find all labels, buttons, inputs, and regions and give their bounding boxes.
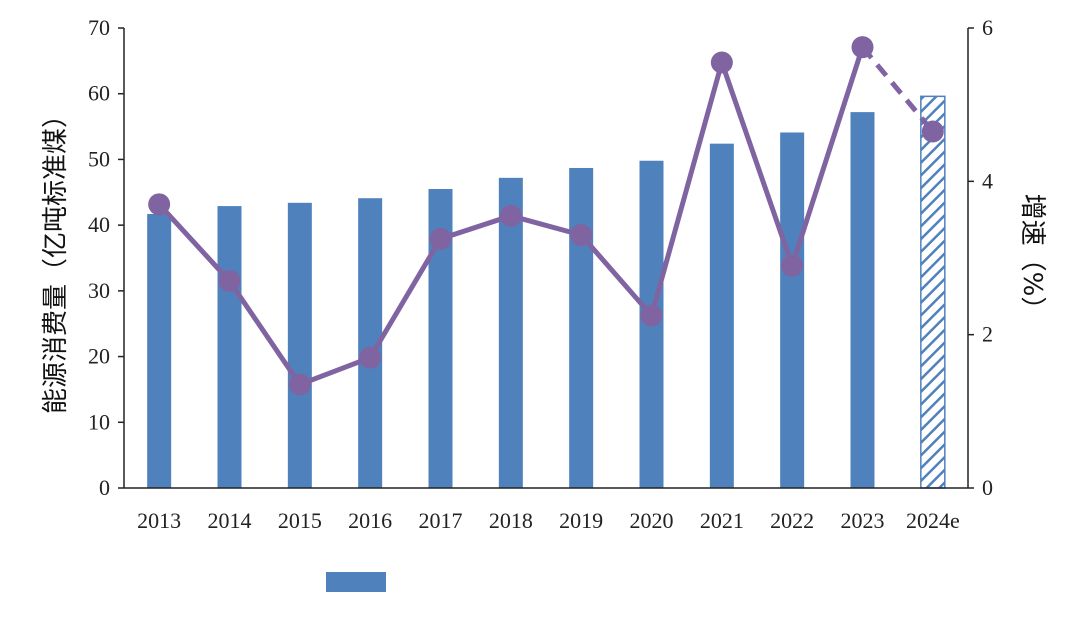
growth-line-series — [148, 36, 944, 396]
x-tick-label: 2017 — [419, 508, 463, 533]
right-tick-label: 6 — [982, 15, 993, 40]
growth-point-2015 — [288, 373, 311, 396]
right-tick-label: 4 — [982, 168, 993, 193]
x-tick-label: 2014 — [208, 508, 252, 533]
x-tick-label: 2023 — [841, 508, 885, 533]
x-tick-label: 2013 — [137, 508, 181, 533]
left-tick-label: 20 — [88, 344, 110, 369]
growth-point-2018 — [499, 204, 522, 227]
x-tick-label: 2021 — [700, 508, 744, 533]
bar-2019 — [569, 167, 594, 488]
bar-2023 — [850, 112, 875, 488]
right-axis-title: 增速（%） — [1017, 194, 1047, 323]
x-tick-label: 2020 — [630, 508, 674, 533]
right-tick-label: 2 — [982, 322, 993, 347]
right-tick-label: 0 — [982, 475, 993, 500]
left-tick-label: 10 — [88, 409, 110, 434]
growth-point-2013 — [148, 193, 171, 216]
growth-point-2017 — [429, 227, 452, 250]
growth-point-2020 — [640, 304, 663, 327]
bar-2018 — [498, 177, 523, 489]
legend — [326, 572, 386, 592]
bar-2024e — [920, 95, 946, 489]
bar-2014 — [217, 206, 242, 489]
growth-line-forecast — [860, 45, 935, 134]
growth-point-2023 — [851, 36, 874, 59]
axes — [118, 27, 974, 489]
left-tick-label: 0 — [99, 475, 110, 500]
left-tick-label: 50 — [88, 146, 110, 171]
x-tick-label: 2016 — [348, 508, 392, 533]
bar-series — [147, 95, 946, 489]
growth-point-2021 — [710, 51, 733, 74]
x-tick-label: 2024e — [906, 508, 960, 533]
legend-bar-swatch — [326, 572, 386, 592]
x-tick-label: 2015 — [278, 508, 322, 533]
growth-point-2014 — [218, 270, 241, 292]
bar-2022 — [780, 132, 805, 488]
growth-point-2022 — [781, 254, 804, 277]
x-tick-label: 2022 — [770, 508, 814, 533]
left-tick-label: 70 — [88, 15, 110, 40]
bar-2021 — [709, 143, 734, 488]
growth-point-2024e — [921, 120, 944, 143]
tick-labels: 0 10 20 30 40 50 60 70 0 2 4 6 2013 2014 2015 2016 2017 2… — [88, 15, 993, 533]
growth-point-2019 — [570, 224, 593, 246]
bar-2015 — [287, 202, 312, 489]
bar-2013 — [147, 213, 172, 488]
x-tick-label: 2019 — [559, 508, 603, 533]
x-tick-label: 2018 — [489, 508, 533, 533]
left-axis-title: 能源消费量（亿吨标准煤） — [41, 102, 71, 414]
growth-point-2016 — [359, 346, 382, 369]
left-tick-label: 30 — [88, 278, 110, 303]
left-tick-label: 40 — [88, 212, 110, 237]
left-tick-label: 60 — [88, 81, 110, 106]
